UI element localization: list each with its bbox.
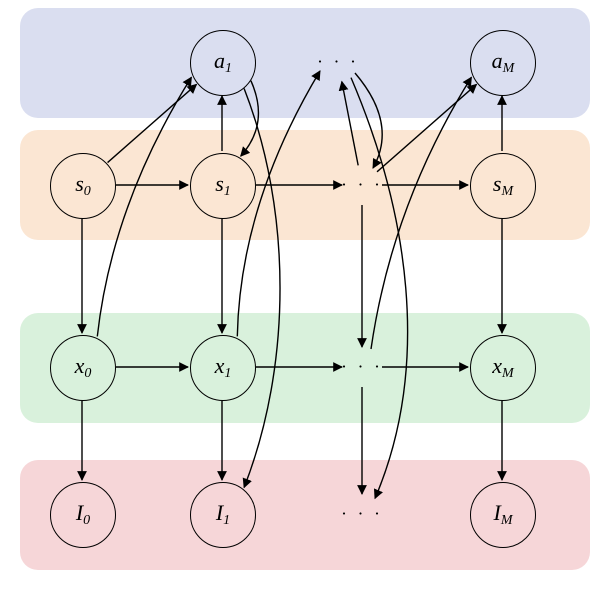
node-label: x0 xyxy=(75,355,92,381)
node-label: s0 xyxy=(75,173,91,199)
node-label: a1 xyxy=(214,50,232,76)
node-s1: s1 xyxy=(190,153,256,219)
node-x1: x1 xyxy=(190,335,256,401)
node-a1: a1 xyxy=(190,30,256,96)
node-label: x1 xyxy=(215,355,232,381)
node-sM: sM xyxy=(470,153,536,219)
node-aM: aM xyxy=(470,30,536,96)
node-label: sM xyxy=(493,173,513,199)
node-I0: I0 xyxy=(50,482,116,548)
node-IM: IM xyxy=(470,482,536,548)
diagram-canvas: a1 aM s0 s1 sM x0 x1 xM I0 I1 IM · · · · · · · · · · ·… xyxy=(0,0,610,606)
node-label: I0 xyxy=(76,502,90,528)
ellipsis-ea: · · · xyxy=(317,52,359,73)
node-label: I1 xyxy=(216,502,230,528)
node-label: IM xyxy=(494,502,513,528)
ellipsis-es: · · · xyxy=(341,175,383,196)
node-label: s1 xyxy=(215,173,231,199)
ellipsis-ex: · · · xyxy=(341,357,383,378)
ellipsis-eI: · · · xyxy=(341,504,383,525)
node-label: aM xyxy=(492,50,515,76)
node-x0: x0 xyxy=(50,335,116,401)
node-I1: I1 xyxy=(190,482,256,548)
node-s0: s0 xyxy=(50,153,116,219)
node-xM: xM xyxy=(470,335,536,401)
node-label: xM xyxy=(492,355,513,381)
